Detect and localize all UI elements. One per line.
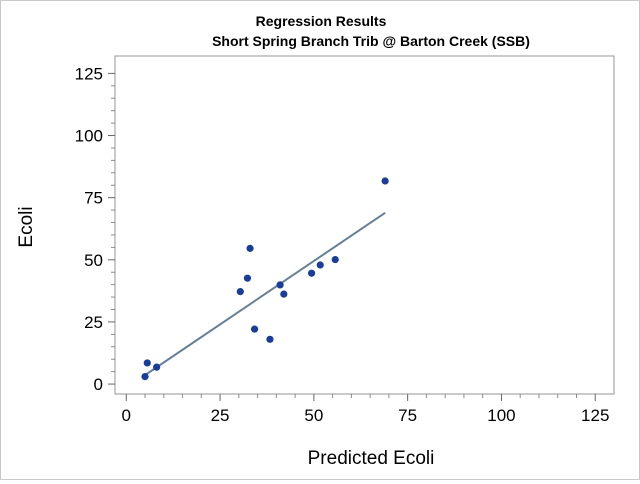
x-tick-label: 75 <box>398 406 417 425</box>
y-tick-label: 50 <box>84 251 103 270</box>
y-tick-label: 0 <box>94 375 103 394</box>
x-axis-label: Predicted Ecoli <box>308 448 435 469</box>
scatter-point <box>250 325 259 333</box>
scatter-point <box>153 363 161 371</box>
scatter-point <box>141 373 149 381</box>
y-axis-label: Ecoli <box>16 206 37 247</box>
x-tick-label: 0 <box>122 406 131 425</box>
scatter-point <box>243 274 252 282</box>
scatter-point <box>143 359 151 367</box>
chart-subtitle: Short Spring Branch Trib @ Barton Creek … <box>212 33 530 49</box>
chart-title: Regression Results <box>256 13 387 29</box>
scatter-point <box>381 177 389 185</box>
x-tick-label: 100 <box>487 406 515 425</box>
x-axis: 0 25 50 75 100 125 <box>122 394 609 425</box>
y-tick-label: 100 <box>75 127 103 146</box>
x-tick-label: 125 <box>581 406 609 425</box>
scatter-point <box>236 288 244 296</box>
y-axis: 0 25 50 75 100 125 <box>75 64 115 394</box>
plot-area-frame <box>114 55 615 395</box>
scatter-point <box>280 290 288 298</box>
y-tick-label: 75 <box>84 189 103 208</box>
y-tick-label: 125 <box>75 64 103 83</box>
chart-marks <box>141 177 389 381</box>
scatter-point <box>266 335 274 343</box>
scatter-point <box>331 255 339 264</box>
scatter-point <box>276 281 284 289</box>
x-tick-label: 25 <box>211 406 230 425</box>
x-tick-label: 50 <box>304 406 323 425</box>
regression-line <box>144 211 386 376</box>
y-tick-label: 25 <box>84 313 103 332</box>
scatter-point <box>246 244 254 252</box>
scatter-point <box>307 269 316 277</box>
scatter-point <box>316 261 324 269</box>
